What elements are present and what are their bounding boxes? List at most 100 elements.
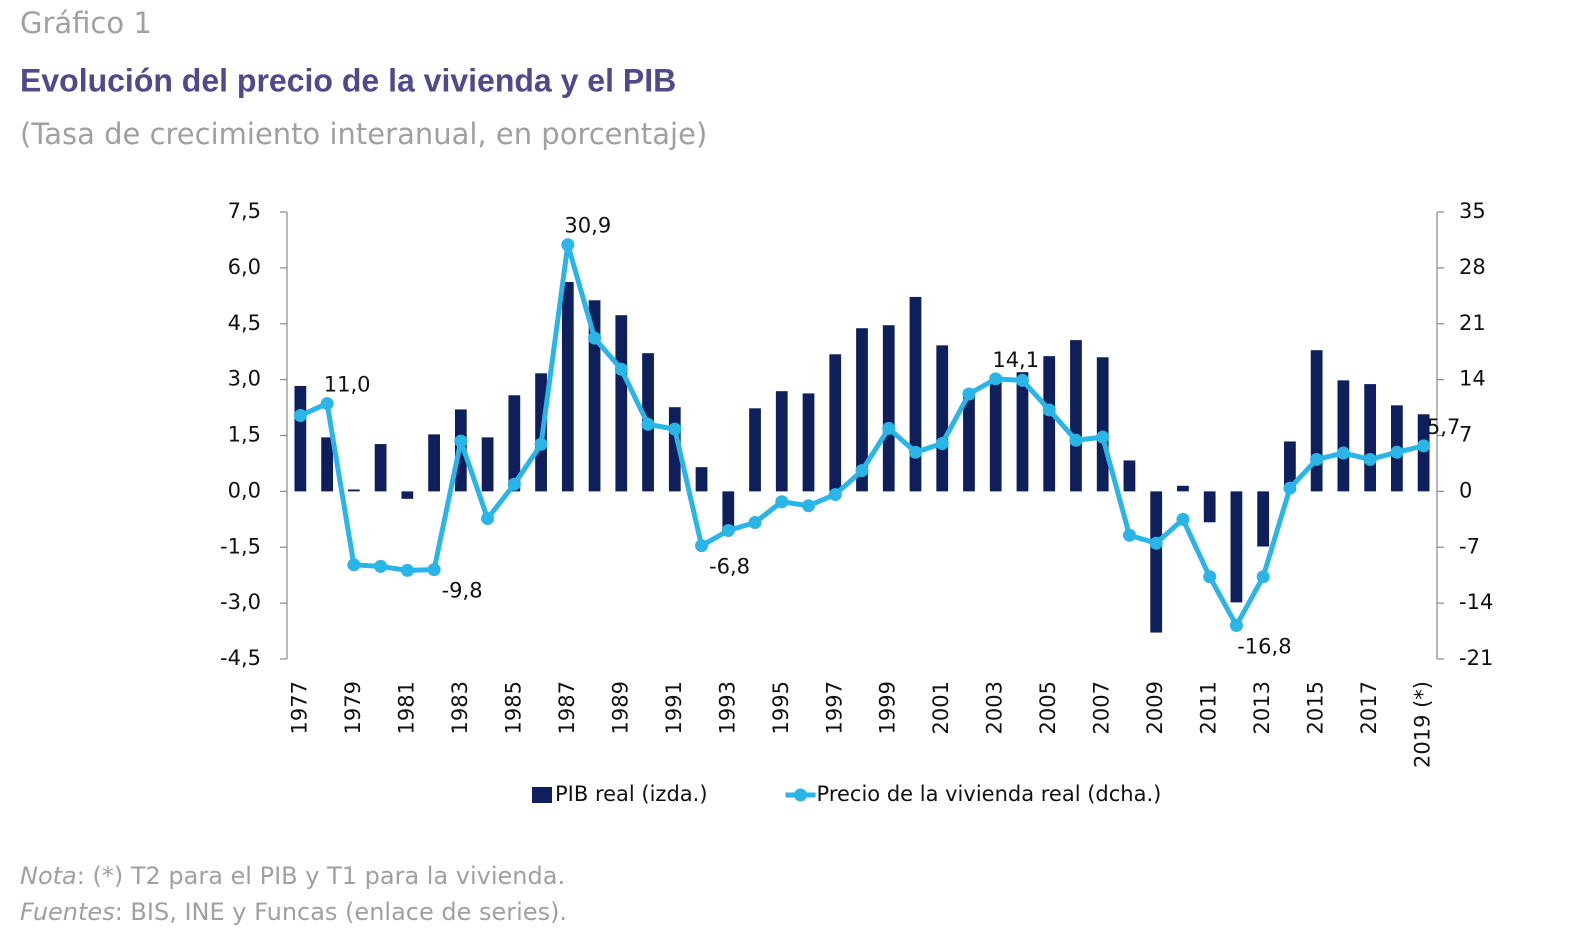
x-tick-label: 1997 bbox=[822, 681, 846, 734]
point bbox=[1203, 570, 1217, 584]
bar bbox=[321, 437, 333, 492]
x-tick-label: 1987 bbox=[555, 681, 579, 734]
point bbox=[1310, 452, 1324, 466]
point bbox=[1229, 618, 1243, 632]
y-tick-label: 4,5 bbox=[228, 311, 261, 335]
data-label: 5,7 bbox=[1427, 415, 1460, 439]
bar bbox=[722, 491, 735, 529]
point bbox=[748, 516, 762, 530]
point bbox=[427, 563, 441, 577]
point bbox=[668, 422, 682, 436]
x-tick-label: 1993 bbox=[715, 681, 739, 734]
bar bbox=[829, 354, 842, 492]
y2-tick-label: -14 bbox=[1459, 590, 1493, 614]
bar bbox=[882, 325, 895, 492]
bar bbox=[428, 434, 440, 492]
bar bbox=[963, 390, 975, 492]
y-tick-label: 1,5 bbox=[228, 423, 261, 447]
x-tick-label: 1989 bbox=[608, 681, 632, 734]
point bbox=[1363, 452, 1377, 466]
point bbox=[721, 523, 735, 537]
bar bbox=[989, 379, 1002, 492]
x-tick-label: 2007 bbox=[1090, 681, 1114, 734]
x-tick-label: 2019 (*) bbox=[1411, 681, 1435, 768]
kicker: Gráfico 1 bbox=[20, 6, 152, 40]
point bbox=[1069, 433, 1083, 447]
bar bbox=[936, 345, 949, 492]
y2-tick-label: -21 bbox=[1459, 646, 1493, 670]
point bbox=[561, 238, 575, 252]
bar bbox=[1310, 350, 1323, 492]
y2-tick-label: 7 bbox=[1459, 423, 1472, 447]
bar bbox=[668, 407, 681, 492]
point bbox=[802, 499, 816, 513]
data-label: 30,9 bbox=[564, 214, 611, 238]
bar bbox=[347, 489, 360, 492]
legend-label: PIB real (izda.) bbox=[555, 782, 708, 806]
bar bbox=[561, 282, 574, 492]
x-tick-label: 2005 bbox=[1036, 681, 1060, 734]
y-tick-label: -4,5 bbox=[220, 646, 261, 670]
point bbox=[320, 397, 334, 411]
point bbox=[641, 417, 655, 431]
bar bbox=[1284, 441, 1296, 492]
y-tick-label: 0,0 bbox=[228, 478, 261, 502]
x-tick-label: 2013 bbox=[1250, 681, 1274, 734]
legend-swatch bbox=[532, 787, 552, 803]
point bbox=[1015, 373, 1029, 387]
y-tick-label: 7,5 bbox=[228, 199, 261, 223]
point bbox=[1042, 403, 1056, 417]
bar bbox=[695, 467, 708, 492]
x-tick-label: 2017 bbox=[1357, 681, 1381, 734]
note: Fuentes: BIS, INE y Funcas (enlace de se… bbox=[20, 898, 567, 926]
x-tick-label: 1995 bbox=[769, 681, 793, 734]
point bbox=[1390, 445, 1404, 459]
point bbox=[775, 495, 789, 509]
data-label: -16,8 bbox=[1237, 634, 1291, 658]
point bbox=[882, 421, 896, 435]
bar bbox=[1070, 340, 1082, 492]
point bbox=[695, 539, 709, 553]
point bbox=[828, 488, 842, 502]
chart-title: Evolución del precio de la vivienda y el… bbox=[20, 62, 676, 98]
subtitle: (Tasa de crecimiento interanual, en porc… bbox=[20, 117, 707, 151]
data-label: 11,0 bbox=[324, 373, 371, 397]
x-tick-label: 2009 bbox=[1143, 681, 1167, 734]
point bbox=[989, 372, 1003, 386]
point bbox=[1122, 528, 1136, 542]
bar bbox=[1203, 491, 1216, 523]
y2-tick-label: 0 bbox=[1459, 478, 1472, 502]
point bbox=[534, 437, 548, 451]
data-label: -9,8 bbox=[442, 579, 483, 603]
y2-tick-label: 35 bbox=[1459, 199, 1486, 223]
x-tick-label: 1983 bbox=[448, 681, 472, 734]
x-tick-label: 1991 bbox=[662, 681, 686, 734]
legend-label: Precio de la vivienda real (dcha.) bbox=[817, 782, 1162, 806]
point bbox=[855, 464, 869, 478]
bar bbox=[481, 437, 494, 492]
point bbox=[481, 512, 495, 526]
point bbox=[293, 409, 307, 423]
bar bbox=[856, 328, 868, 492]
y2-tick-label: 21 bbox=[1459, 311, 1486, 335]
y-tick-label: 3,0 bbox=[228, 367, 261, 391]
point bbox=[614, 362, 628, 376]
x-tick-label: 2001 bbox=[929, 681, 953, 734]
y2-tick-label: -7 bbox=[1459, 534, 1480, 558]
note-label: Fuentes bbox=[20, 898, 115, 926]
point bbox=[1417, 439, 1431, 453]
bar bbox=[1364, 384, 1377, 492]
x-tick-label: 2003 bbox=[983, 681, 1007, 734]
bar bbox=[749, 408, 761, 492]
x-tick-label: 1981 bbox=[394, 681, 418, 734]
bar bbox=[374, 444, 387, 492]
y-tick-label: -3,0 bbox=[220, 590, 261, 614]
y-tick-label: 6,0 bbox=[228, 255, 261, 279]
y2-tick-label: 14 bbox=[1459, 367, 1486, 391]
y2-tick-label: 28 bbox=[1459, 255, 1486, 279]
y-tick-label: -1,5 bbox=[220, 534, 261, 558]
point bbox=[454, 434, 468, 448]
point bbox=[347, 558, 361, 572]
x-tick-label: 2011 bbox=[1197, 681, 1221, 734]
bar bbox=[775, 391, 788, 492]
